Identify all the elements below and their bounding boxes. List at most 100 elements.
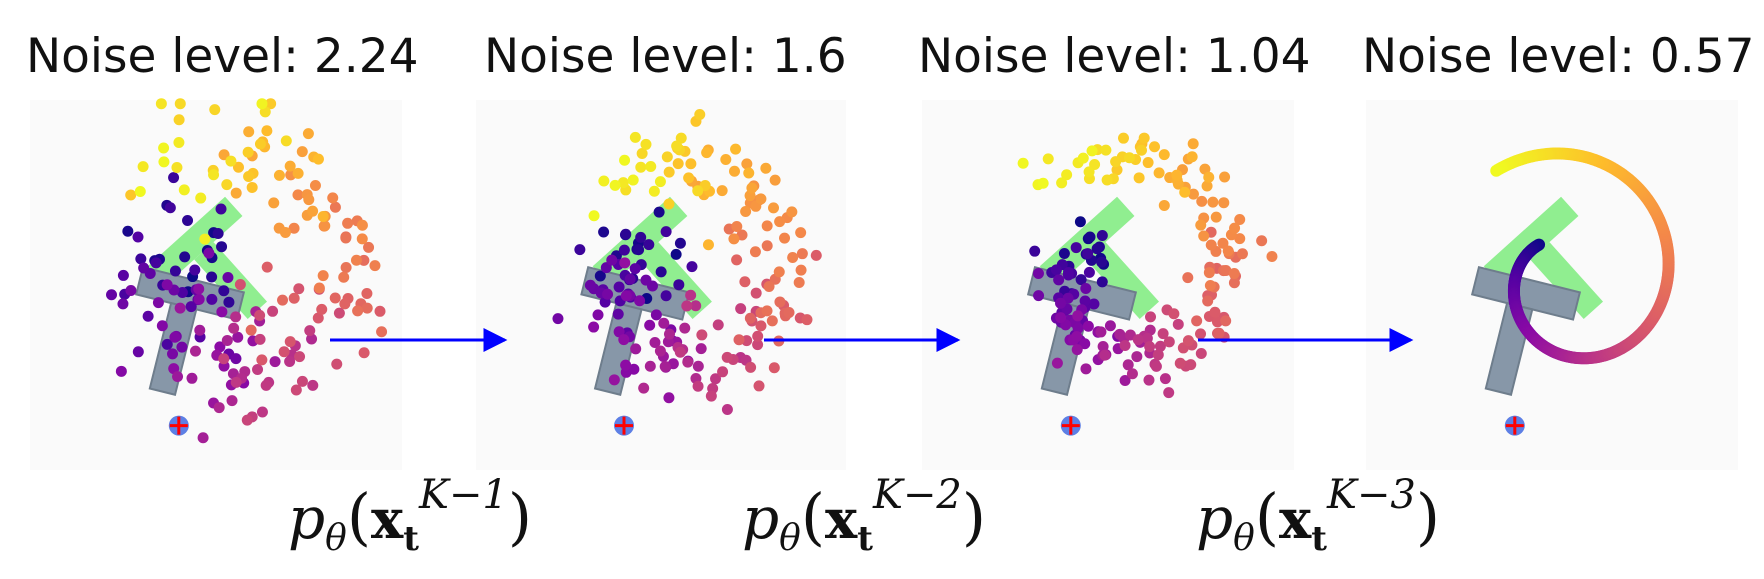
target-t-bar xyxy=(1483,196,1604,319)
sample-point xyxy=(1143,374,1155,386)
sample-point xyxy=(193,283,205,295)
sample-point xyxy=(682,356,694,368)
sample-point xyxy=(254,138,266,150)
sample-point xyxy=(635,231,647,243)
sample-point xyxy=(692,360,704,372)
sample-point xyxy=(221,179,233,191)
sample-point xyxy=(795,227,807,239)
sample-point xyxy=(171,162,183,174)
sample-point xyxy=(173,114,185,126)
sample-point xyxy=(1083,166,1095,178)
sample-point xyxy=(199,233,211,245)
sample-point xyxy=(1096,230,1108,242)
sample-point xyxy=(750,287,762,299)
sample-point xyxy=(644,319,656,331)
sample-point xyxy=(230,187,242,199)
sample-point xyxy=(663,392,675,404)
sample-point xyxy=(132,231,144,243)
target-t-stem xyxy=(1530,242,1604,319)
sample-point xyxy=(1196,195,1208,207)
sample-point xyxy=(1220,315,1232,327)
panel-title: Noise level: 1.6 xyxy=(484,29,847,84)
sample-point xyxy=(753,380,765,392)
sample-point xyxy=(1211,316,1223,328)
sample-point xyxy=(206,271,218,283)
sample-point xyxy=(245,324,257,336)
sample-point xyxy=(1228,268,1240,280)
sample-point xyxy=(1135,144,1147,156)
sample-point xyxy=(638,382,650,394)
sample-point xyxy=(288,222,300,234)
sample-point xyxy=(552,313,564,325)
sample-point xyxy=(218,285,230,297)
sample-point xyxy=(752,339,764,351)
sample-point xyxy=(1145,311,1157,323)
sample-point xyxy=(284,356,296,368)
sample-point xyxy=(340,261,352,273)
sample-point xyxy=(1138,132,1150,144)
sample-point xyxy=(161,279,173,291)
sample-point xyxy=(350,254,362,266)
sample-points xyxy=(106,98,388,444)
sample-point xyxy=(1187,138,1199,150)
sample-point xyxy=(243,171,255,183)
sample-point xyxy=(1187,188,1199,200)
sample-point xyxy=(331,358,343,370)
sample-point xyxy=(620,228,632,240)
sample-point xyxy=(779,232,791,244)
sample-point xyxy=(1086,145,1098,157)
sample-point xyxy=(701,147,713,159)
sample-point xyxy=(1179,186,1191,198)
sample-point xyxy=(1159,373,1171,385)
sample-point xyxy=(327,192,339,204)
sample-point xyxy=(588,321,600,333)
sample-point xyxy=(284,160,296,172)
sample-point xyxy=(683,172,695,184)
sample-point xyxy=(635,161,647,173)
sample-point xyxy=(254,309,266,321)
sample-point xyxy=(317,211,329,223)
sample-point xyxy=(216,241,228,253)
sample-point xyxy=(674,237,686,249)
sample-point xyxy=(653,206,665,218)
sample-point xyxy=(208,169,220,181)
sample-point xyxy=(125,189,137,201)
sample-point xyxy=(1072,310,1084,322)
sample-point xyxy=(179,251,191,263)
sample-point xyxy=(1217,237,1229,249)
sample-point xyxy=(670,248,682,260)
sample-point xyxy=(115,365,127,377)
sample-point xyxy=(288,292,300,304)
sample-point xyxy=(716,185,728,197)
sample-point xyxy=(654,345,666,357)
target-t-shape xyxy=(1483,196,1604,319)
sample-point xyxy=(696,329,708,341)
sample-point xyxy=(655,266,667,278)
sample-point xyxy=(1210,211,1222,223)
sample-point xyxy=(134,185,146,197)
sample-point xyxy=(648,185,660,197)
sample-point xyxy=(152,297,164,309)
sample-point xyxy=(1033,290,1045,302)
sample-point xyxy=(195,192,207,204)
sample-point xyxy=(1168,308,1180,320)
sample-point xyxy=(1132,334,1144,346)
sample-point xyxy=(1218,197,1230,209)
sample-point xyxy=(1062,269,1074,281)
agent-cross xyxy=(615,416,633,435)
sample-point xyxy=(1144,341,1156,353)
sample-point xyxy=(1222,245,1234,257)
sample-point xyxy=(1095,326,1107,338)
sample-point xyxy=(1158,199,1170,211)
sample-point xyxy=(1202,295,1214,307)
sample-point xyxy=(1100,144,1112,156)
sample-point xyxy=(292,189,304,201)
sample-point xyxy=(1182,272,1194,284)
svg-text:pθ(xtK−1): pθ(xtK−1) xyxy=(288,472,532,559)
sample-point xyxy=(766,315,778,327)
sample-point xyxy=(1079,295,1091,307)
sample-point xyxy=(660,226,672,238)
sample-point xyxy=(671,140,683,152)
sample-point xyxy=(640,274,652,286)
sample-point xyxy=(619,154,631,166)
